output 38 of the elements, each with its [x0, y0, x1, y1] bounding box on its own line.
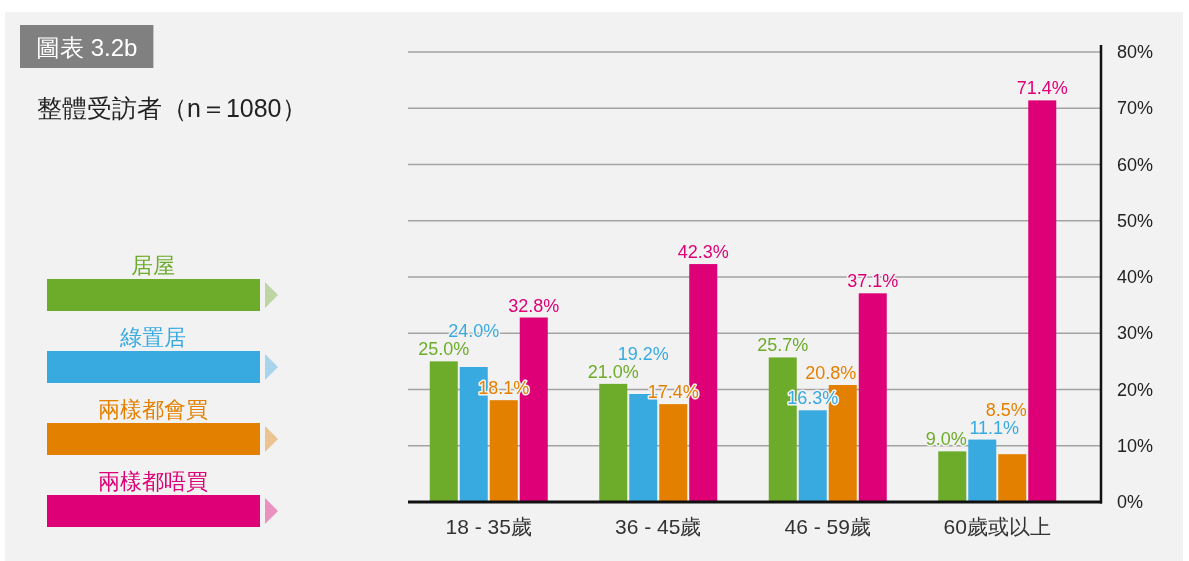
- bar: [858, 293, 887, 502]
- data-label: 11.1%: [969, 417, 1020, 438]
- data-label: 25.0%: [418, 339, 470, 360]
- data-label: 20.8%: [805, 363, 857, 383]
- data-label: 71.4%: [1016, 78, 1068, 99]
- data-label: 9.0%: [925, 429, 967, 450]
- text: 整體受訪者（n＝1080）: [37, 94, 307, 122]
- data-label: 25.7%: [757, 335, 809, 356]
- data-label: 42.3%: [677, 242, 729, 263]
- bar: [968, 439, 997, 502]
- bar: [429, 361, 458, 502]
- data-label: 21.0%: [587, 361, 639, 382]
- bar: [998, 454, 1027, 502]
- bar: [938, 451, 967, 502]
- data-label: 8.5%: [985, 399, 1027, 420]
- y-tick-label: 40%: [1117, 267, 1154, 287]
- y-tick-label: 20%: [1117, 379, 1154, 400]
- y-tick-label: 70%: [1117, 98, 1154, 119]
- data-label: 37.1%: [847, 271, 899, 292]
- bar: [659, 404, 688, 502]
- bar: [798, 410, 827, 502]
- y-tick-label: 0%: [1117, 492, 1144, 512]
- text: 圖表 3.2b: [36, 34, 138, 61]
- y-tick-label: 10%: [1117, 435, 1154, 456]
- bar: [489, 400, 518, 502]
- x-tick-label: 36 - 45歲: [615, 515, 702, 538]
- y-tick-label: 60%: [1117, 154, 1154, 175]
- y-tick-label: 50%: [1117, 210, 1154, 231]
- x-tick-label: 46 - 59歲: [784, 515, 871, 538]
- bar: [599, 383, 628, 502]
- bar: [1028, 100, 1057, 502]
- y-tick-label: 30%: [1117, 323, 1154, 344]
- data-label: 24.0%: [448, 321, 500, 342]
- data-label: 32.8%: [508, 295, 560, 316]
- x-tick-label: 60歲或以上: [943, 515, 1051, 538]
- x-tick-label: 18 - 35歲: [445, 515, 532, 538]
- data-label: 19.2%: [617, 343, 669, 364]
- y-tick-label: 80%: [1117, 42, 1154, 62]
